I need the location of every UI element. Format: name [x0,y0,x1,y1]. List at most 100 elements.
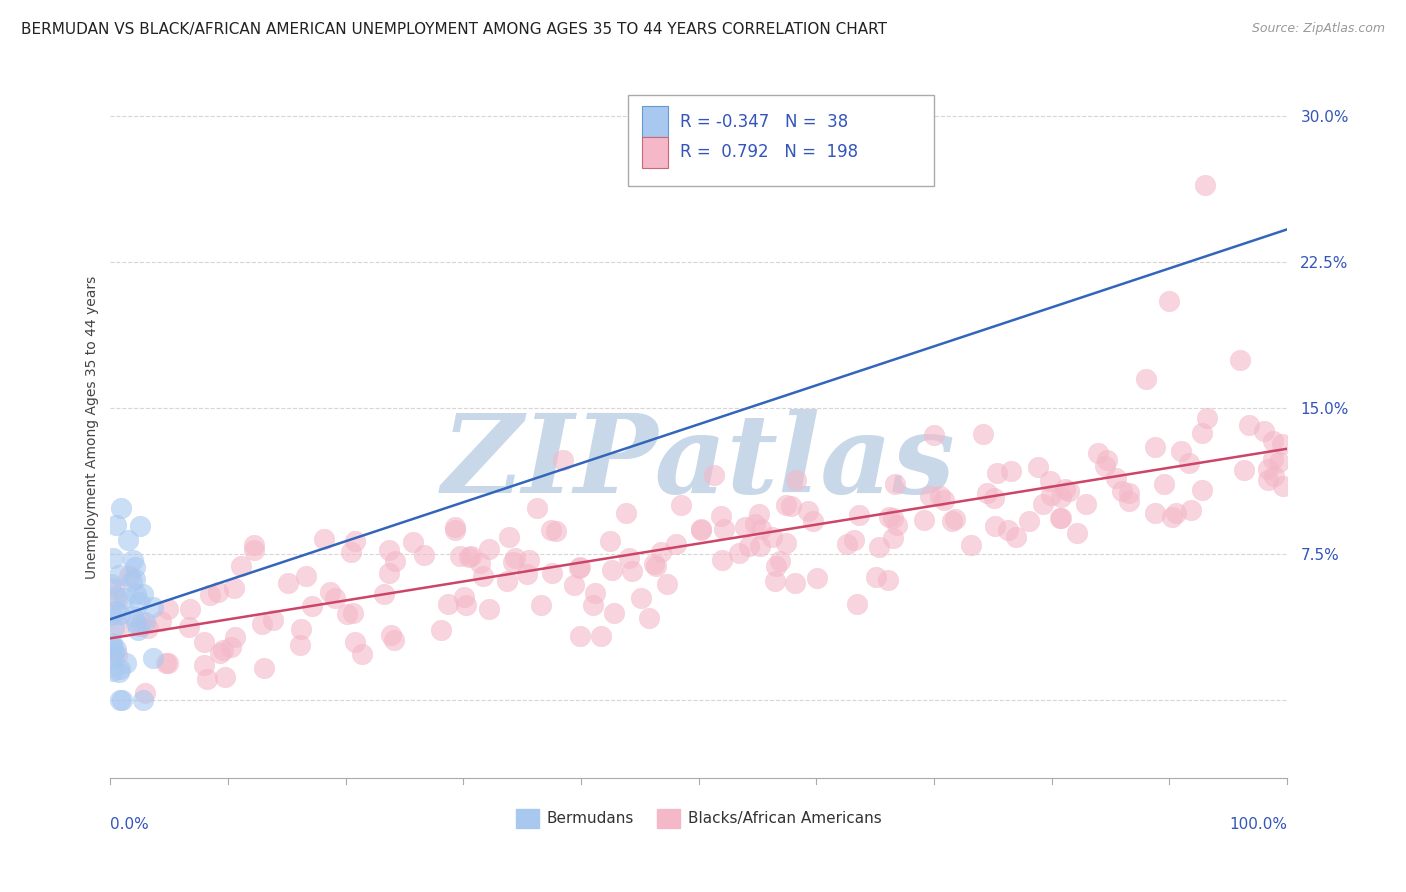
Point [803,514,825,528]
Point [569,560,592,574]
Point [1263,434,1285,448]
Point [1271,437,1294,451]
Point [101,650,124,665]
Bar [628,95,934,186]
Point [134,615,156,629]
Point [780,500,803,514]
Text: ZIPatlas: ZIPatlas [441,409,956,516]
Point [377,566,399,580]
Point [301,599,323,613]
Point [868,540,890,554]
Point [553,452,575,467]
Text: 100.0%: 100.0% [1229,817,1286,831]
Point [136,621,159,635]
Point [711,553,734,567]
Point [1095,453,1118,467]
Point [380,628,402,642]
Point [342,606,364,620]
Point [749,539,772,553]
Point [319,584,342,599]
Point [219,640,242,655]
Point [373,587,395,601]
Point [1087,446,1109,460]
Point [122,609,145,624]
Point [541,566,564,580]
Point [110,500,132,515]
Point [105,604,128,618]
Point [713,522,735,536]
Point [517,552,540,566]
Point [941,514,963,528]
Point [156,602,179,616]
Point [643,557,665,571]
Point [882,531,904,545]
Point [224,581,246,595]
Point [637,611,659,625]
Point [1105,471,1128,485]
Point [224,630,246,644]
Point [1118,493,1140,508]
Point [744,517,766,532]
Point [277,576,299,591]
Point [444,519,467,533]
Point [1049,511,1071,525]
Point [107,648,129,663]
Point [1039,488,1062,502]
Point [655,577,678,591]
Bar [643,136,668,169]
Point [468,556,491,570]
Point [564,578,586,592]
Point [929,489,952,503]
Point [650,545,672,559]
Point [179,601,201,615]
Point [546,524,568,539]
Point [1263,468,1285,483]
Point [600,564,623,578]
Point [121,574,143,588]
Point [751,522,773,536]
Point [262,613,284,627]
Point [1257,461,1279,475]
Point [959,538,981,552]
Text: BERMUDAN VS BLACK/AFRICAN AMERICAN UNEMPLOYMENT AMONG AGES 35 TO 44 YEARS CORREL: BERMUDAN VS BLACK/AFRICAN AMERICAN UNEMP… [21,22,887,37]
Point [526,500,548,515]
Point [290,623,312,637]
Point [516,567,538,582]
Point [107,665,129,680]
Point [848,508,870,523]
Point [1118,486,1140,500]
Point [1004,530,1026,544]
Point [883,476,905,491]
Point [200,588,222,602]
Point [105,589,128,603]
Point [382,633,405,648]
Point [1191,425,1213,440]
Point [1066,526,1088,541]
Point [314,532,336,546]
Point [103,643,125,657]
Point [157,656,180,670]
Y-axis label: Unemployment Among Ages 35 to 44 years: Unemployment Among Ages 35 to 44 years [86,277,100,580]
Point [129,518,152,533]
Point [124,573,146,587]
Point [710,508,733,523]
Bar [643,106,668,137]
Point [105,593,128,607]
Point [748,508,770,522]
Point [323,591,346,606]
Point [430,624,453,638]
Point [344,534,367,549]
Point [402,534,425,549]
Point [1194,178,1216,192]
Point [211,643,233,657]
Point [1271,479,1294,493]
Point [243,538,266,552]
Point [703,468,725,483]
Point [129,619,152,633]
Point [568,561,591,575]
Point [1268,455,1291,469]
Point [101,635,124,649]
Point [127,623,149,637]
Point [477,601,499,615]
Point [1180,503,1202,517]
